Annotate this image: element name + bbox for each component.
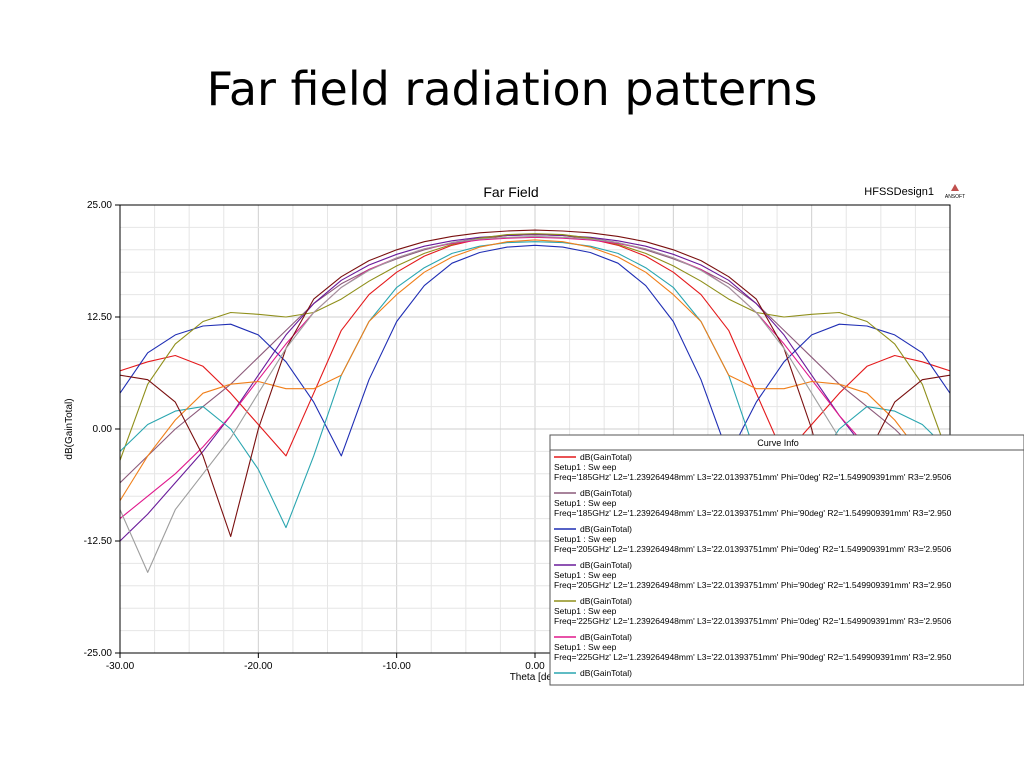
- legend-entry-name: dB(GainTotal): [580, 668, 632, 678]
- legend-entry-freq: Freq='205GHz' L2='1.239264948mm' L3='22.…: [554, 544, 952, 554]
- legend-entry-name: dB(GainTotal): [580, 524, 632, 534]
- series-group: [120, 229, 950, 573]
- y-tick-label: -12.50: [84, 536, 113, 547]
- legend-entry-setup: Setup1 : Sw eep: [554, 462, 617, 472]
- legend-entry-setup: Setup1 : Sw eep: [554, 642, 617, 652]
- y-tick-label: 12.50: [87, 312, 112, 323]
- legend-entry-setup: Setup1 : Sw eep: [554, 534, 617, 544]
- legend-entry-name: dB(GainTotal): [580, 632, 632, 642]
- y-axis-label: dB(GainTotal): [64, 398, 75, 459]
- legend-entry-name: dB(GainTotal): [580, 452, 632, 462]
- design-label: HFSSDesign1: [864, 186, 934, 198]
- legend-entry-name: dB(GainTotal): [580, 488, 632, 498]
- legend-title: Curve Info: [757, 438, 799, 448]
- x-tick-label: -30.00: [106, 661, 135, 672]
- legend-box: [549, 434, 1024, 686]
- legend-entry-freq: Freq='185GHz' L2='1.239264948mm' L3='22.…: [554, 472, 952, 482]
- legend-entry-freq: Freq='205GHz' L2='1.239264948mm' L3='22.…: [554, 580, 952, 590]
- legend-entry-setup: Setup1 : Sw eep: [554, 570, 617, 580]
- series-line: [120, 239, 950, 501]
- series-line: [120, 244, 950, 457]
- ansoft-logo-text: ANSOFT: [945, 194, 965, 200]
- chart-title: Far Field: [483, 184, 538, 200]
- legend-entry-freq: Freq='185GHz' L2='1.239264948mm' L3='22.…: [554, 508, 952, 518]
- series-line: [120, 234, 950, 542]
- series-line: [120, 236, 950, 520]
- slide-title: Far field radiation patterns: [206, 62, 818, 116]
- x-tick-label: 0.00: [525, 661, 545, 672]
- legend-entry-setup: Setup1 : Sw eep: [554, 498, 617, 508]
- y-tick-label: -25.00: [84, 648, 113, 659]
- series-line: [120, 229, 950, 538]
- ansoft-logo-icon: [951, 184, 959, 191]
- y-tick-label: 25.00: [87, 200, 112, 211]
- x-axis-label: Theta [deg]: [510, 672, 561, 683]
- y-tick-label: 0.00: [93, 424, 113, 435]
- series-line: [120, 235, 950, 573]
- legend-entry-setup: Setup1 : Sw eep: [554, 606, 617, 616]
- legend-entry-name: dB(GainTotal): [580, 596, 632, 606]
- ansoft-logo: ANSOFT: [945, 184, 965, 200]
- legend-entry-name: dB(GainTotal): [580, 560, 632, 570]
- x-tick-label: -20.00: [244, 661, 273, 672]
- x-tick-label: -10.00: [382, 661, 411, 672]
- legend-entry-freq: Freq='225GHz' L2='1.239264948mm' L3='22.…: [554, 652, 952, 662]
- legend-entry-freq: Freq='225GHz' L2='1.239264948mm' L3='22.…: [554, 616, 952, 626]
- series-line: [120, 233, 950, 461]
